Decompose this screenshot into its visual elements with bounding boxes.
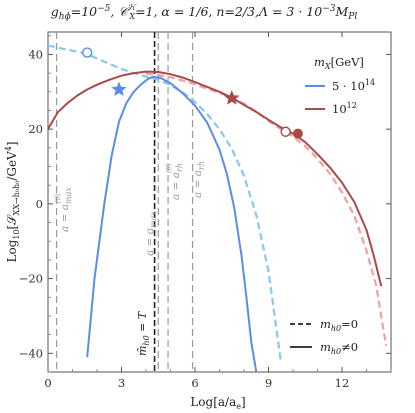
x-tick-label: 12 (335, 376, 350, 390)
x-tick-label: 9 (265, 376, 272, 390)
y-tick-label: −20 (19, 272, 43, 286)
y-tick-label: 20 (28, 122, 43, 136)
legend-entry-1e12: 1012 (332, 101, 357, 116)
vline-label-amax: a = amax (144, 211, 158, 256)
x-axis-label: Log[a/ae] (190, 395, 245, 411)
vline-label-amax0: a = amax(0) (54, 187, 73, 232)
series-1-star-marker (224, 90, 240, 105)
vline-label-mh-T: m̃h0 = T (136, 310, 151, 356)
x-tick-label: 6 (191, 376, 198, 390)
legend-solid-label: mh0≠0 (320, 340, 358, 356)
chart-title: ghϕ=10−5, 𝒞ℋ X=1, α = 1/6, n=2/3,Λ = 3 · … (51, 3, 358, 22)
y-tick-label: 0 (36, 197, 43, 211)
legend-title: mX[GeV] (314, 55, 364, 71)
x-tick-label: 3 (118, 376, 125, 390)
series-1-open-marker (280, 126, 291, 137)
legend-entry-5e14: 5 · 1014 (332, 78, 375, 93)
series-1-solid-line (48, 70, 383, 287)
series-0-solid-line (86, 75, 258, 372)
series-0-star-marker (111, 81, 127, 97)
legend-mx: mX[GeV] 5 · 1014 1012 (305, 55, 375, 116)
series-1-filled-marker (292, 128, 303, 139)
y-tick-label: −40 (19, 346, 43, 360)
vline-label-arh: a = arh (192, 161, 206, 198)
series-1-dashed-line (145, 72, 388, 346)
legend-style: mh0=0 mh0≠0 (290, 317, 358, 356)
y-tick-label: 40 (28, 47, 43, 61)
legend-dashed-label: mh0=0 (320, 317, 358, 333)
series-0-dashed-line (48, 44, 282, 361)
series-0-open-marker (81, 47, 93, 58)
vline-label-arh0: a = arh(0) (165, 163, 184, 200)
x-tick-label: 0 (44, 376, 51, 390)
y-axis-label: Log10[𝒮XX→h₀h₀/GeV4] (4, 141, 21, 262)
